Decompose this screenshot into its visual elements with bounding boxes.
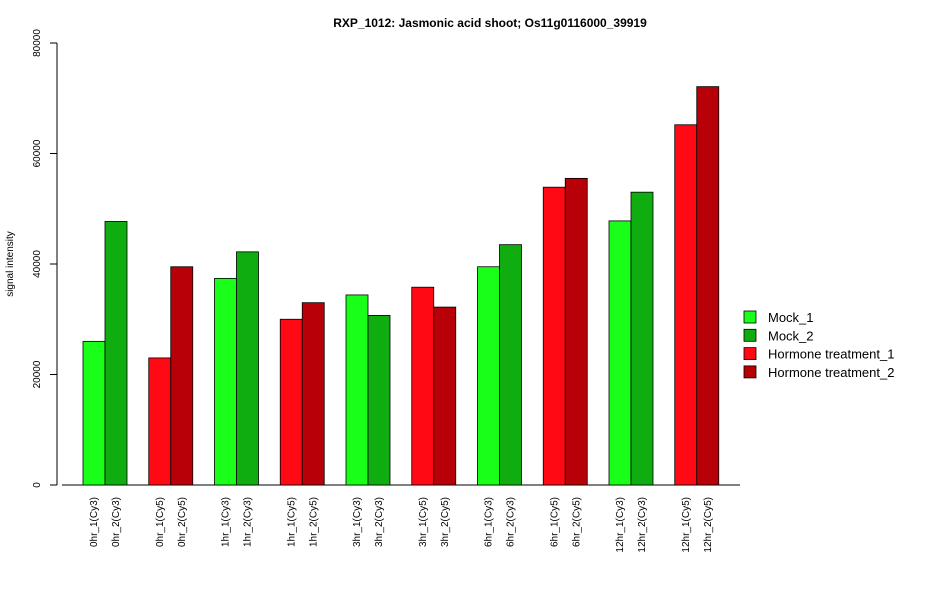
legend-label: Hormone treatment_1 [768, 347, 894, 362]
y-tick-label: 60000 [32, 139, 43, 167]
bar [608, 220, 632, 486]
y-tick-label: 0 [32, 482, 43, 488]
x-tick-label: 3hr_1(Cy3) [352, 497, 363, 547]
legend: Mock_1 Mock_2 Hormone treatment_1 Hormone t… [743, 310, 894, 380]
bar [367, 314, 391, 486]
bar [477, 266, 500, 486]
x-tick-label: 6hr_2(Cy3) [506, 497, 517, 547]
bar [674, 124, 698, 486]
bar [499, 244, 522, 486]
legend-swatch [743, 365, 757, 379]
x-tick-label: 12hr_2(Cy5) [703, 497, 714, 553]
x-tick-labels: 0hr_1(Cy3) 0hr_2(Cy3) 0hr_1(Cy5) 0hr_2(Cy5)… [89, 497, 714, 553]
y-axis-label: signal intensity [5, 231, 16, 297]
x-tick-label: 12hr_2(Cy3) [637, 497, 648, 553]
y-tick-label: 20000 [32, 360, 43, 388]
x-tick-label: 6hr_1(Cy3) [484, 497, 495, 547]
bar [345, 294, 369, 486]
bar [82, 340, 106, 486]
y-tick-label: 40000 [32, 250, 43, 278]
legend-label: Mock_2 [768, 328, 814, 343]
x-tick-label: 0hr_1(Cy3) [89, 497, 100, 547]
x-tick-label: 0hr_2(Cy5) [177, 497, 188, 547]
bar [564, 177, 588, 486]
bar [301, 302, 325, 486]
legend-label: Hormone treatment_2 [768, 365, 894, 380]
x-tick-label: 1hr_2(Cy3) [243, 497, 254, 547]
bar [542, 186, 566, 486]
x-tick-label: 3hr_2(Cy3) [374, 497, 385, 547]
bar [433, 306, 457, 486]
bars [82, 86, 720, 486]
x-tick-label: 3hr_2(Cy5) [440, 497, 451, 547]
legend-label: Mock_1 [768, 310, 814, 325]
x-tick-label: 1hr_1(Cy3) [221, 497, 232, 547]
bar [214, 277, 237, 486]
x-tick-label: 12hr_1(Cy5) [681, 497, 692, 553]
legend-swatch [743, 310, 757, 324]
x-tick-label: 0hr_2(Cy3) [111, 497, 122, 547]
x-tick-label: 1hr_1(Cy5) [286, 497, 297, 547]
x-tick-label: 12hr_1(Cy3) [615, 497, 626, 553]
bar [170, 266, 194, 486]
legend-swatch [743, 328, 757, 342]
x-tick-label: 3hr_1(Cy5) [418, 497, 429, 547]
bar [411, 286, 435, 486]
chart-title: RXP_1012: Jasmonic acid shoot; Os11g0116… [333, 16, 647, 30]
x-tick-label: 0hr_1(Cy5) [155, 497, 166, 547]
bar [696, 86, 720, 486]
bar [104, 221, 128, 486]
x-tick-label: 1hr_2(Cy5) [308, 497, 319, 547]
x-tick-label: 6hr_1(Cy5) [549, 497, 560, 547]
bar [148, 357, 172, 486]
bar [236, 251, 259, 486]
bar [630, 191, 654, 486]
x-tick-label: 6hr_2(Cy5) [571, 497, 582, 547]
y-tick-label: 80000 [32, 29, 43, 57]
y-axis: 0 20000 40000 60000 80000 [32, 29, 58, 488]
legend-swatch [743, 347, 757, 361]
bar [279, 318, 303, 486]
